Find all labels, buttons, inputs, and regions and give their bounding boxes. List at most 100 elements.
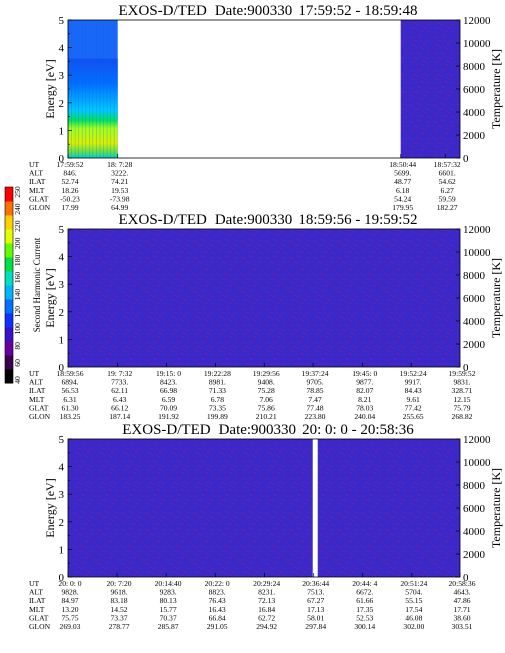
table-cell: 8423.	[160, 378, 177, 387]
table-cell: 18:59:56	[56, 369, 83, 378]
table-cell: 17.13	[307, 605, 324, 614]
table-cell: 6.78	[211, 395, 224, 404]
title-date: Date:900330	[215, 212, 292, 228]
y-right-tick-label: 2000	[463, 130, 486, 142]
y-right-tick-label: 12000	[463, 224, 491, 236]
y-tick-label: 2	[59, 307, 65, 319]
table-cell: 9828.	[61, 588, 78, 597]
table-cell: 48.77	[394, 177, 411, 186]
y-right-tick-label: 2000	[463, 549, 486, 561]
table-cell: 70.37	[160, 613, 177, 622]
table-cell: 80.13	[160, 596, 177, 605]
table-cell: 17.35	[356, 605, 373, 614]
table-cell: 16.84	[258, 605, 275, 614]
colorbar-frame	[4, 186, 14, 384]
table-cell: 84.97	[61, 596, 78, 605]
colorbar-swatch	[5, 257, 13, 272]
colorbar-tick-label: 180	[13, 254, 22, 266]
table-cell: 328.71	[452, 386, 473, 395]
y-right-tick-label: 4000	[463, 107, 486, 119]
y-tick-label: 1	[59, 334, 65, 346]
table-cell: 182.27	[437, 203, 458, 212]
table-cell: 38.60	[453, 613, 470, 622]
table-cell: 54.24	[394, 194, 411, 203]
table-cell: 59.59	[439, 194, 456, 203]
y-tick-label: 3	[59, 70, 65, 82]
table-cell: 19:22:28	[204, 369, 231, 378]
table-row-label: GLAT	[29, 194, 49, 203]
table-cell: 19: 7:32	[107, 369, 132, 378]
panel-title: EXOS-D/TED Date:900330 18:59:56 - 19:59:52	[119, 212, 418, 228]
table-cell: 14.52	[111, 605, 128, 614]
table-row-label: MLT	[29, 186, 45, 195]
table-cell: 77.48	[307, 403, 324, 412]
table-cell: 20: 0: 0	[58, 579, 81, 588]
colorbar-tick-label: 200	[13, 237, 22, 249]
table-row-label: UT	[29, 579, 39, 588]
table-cell: 20:51:24	[400, 579, 427, 588]
table-cell: 6.43	[113, 395, 126, 404]
colorbar: 40 60 80 100 120 140 160 180 200 220 240 250 Second …	[4, 186, 42, 384]
table-cell: 9.61	[407, 395, 420, 404]
table-cell: 9283.	[160, 588, 177, 597]
table-cell: 7513.	[307, 588, 324, 597]
table-cell: 70.09	[160, 403, 177, 412]
y-right-tick-label: 12000	[463, 15, 491, 27]
table-cell: 18: 7:28	[107, 160, 132, 169]
y-tick-label: 5	[59, 434, 65, 446]
y-right-tick-label: 12000	[463, 434, 491, 446]
spectrogram-segment-1-hot	[68, 58, 118, 158]
y-tick-label: 2	[59, 517, 65, 529]
panel-title: EXOS-D/TED Date:900330 20: 0: 0 - 20:58:36	[122, 422, 414, 438]
table-cell: 19:45: 0	[352, 369, 377, 378]
table-row-label: UT	[29, 160, 39, 169]
title-time-range: 20: 0: 0 - 20:58:36	[302, 422, 414, 438]
table-cell: 210.21	[256, 412, 277, 421]
table-cell: 9705.	[307, 378, 324, 387]
colorbar-swatch	[5, 215, 13, 230]
table-row-label: ILAT	[29, 596, 46, 605]
table-cell: 72.13	[258, 596, 275, 605]
colorbar-tick-label: 140	[13, 289, 22, 301]
y-tick-label: 0	[59, 572, 65, 584]
y-tick-label: 3	[59, 489, 65, 501]
y-tick-label: 5	[59, 15, 65, 27]
y-tick-label: 1	[59, 544, 65, 556]
title-instrument: EXOS-D/TED	[122, 422, 210, 438]
table-cell: 9917.	[405, 378, 422, 387]
table-cell: 13.20	[61, 605, 78, 614]
table-cell: 18.26	[61, 186, 78, 195]
table-cell: 9408.	[258, 378, 275, 387]
table-cell: 75.79	[453, 403, 470, 412]
table-cell: 17.99	[61, 203, 78, 212]
table-cell: 18:50:44	[389, 160, 416, 169]
table-cell: 17.54	[405, 605, 422, 614]
y-right-tick-label: 0	[463, 362, 469, 374]
y-tick-label: 4	[59, 462, 65, 474]
colorbar-swatch	[5, 369, 13, 384]
table-row-label: GLAT	[29, 403, 49, 412]
y-tick-label: 4	[59, 252, 65, 264]
colorbar-tick-label: 40	[13, 376, 22, 384]
colorbar-label: Second Harmonic Current	[32, 237, 42, 332]
colorbar-tick-label: 160	[13, 272, 22, 284]
y-right-tick-label: 6000	[463, 503, 486, 515]
colorbar-swatch	[5, 285, 13, 300]
table-cell: 3222.	[111, 169, 128, 178]
table-cell: 240.04	[354, 412, 375, 421]
table-cell: 8.21	[358, 395, 371, 404]
table-cell: 6.59	[162, 395, 175, 404]
table-cell: 20: 7:20	[107, 579, 132, 588]
table-row-label: GLAT	[29, 613, 49, 622]
table-cell: 8981.	[209, 378, 226, 387]
table-cell: 302.00	[403, 622, 424, 631]
table-cell: 66.98	[160, 386, 177, 395]
table-cell: 77.42	[405, 403, 422, 412]
table-cell: 52.53	[356, 613, 373, 622]
table-row-label: MLT	[29, 605, 45, 614]
colorbar-swatch	[5, 187, 13, 202]
table-cell: 19:52:24	[400, 369, 427, 378]
table-cell: 6601.	[439, 169, 456, 178]
table-cell: -73.98	[110, 194, 130, 203]
colorbar-swatch	[5, 313, 13, 328]
